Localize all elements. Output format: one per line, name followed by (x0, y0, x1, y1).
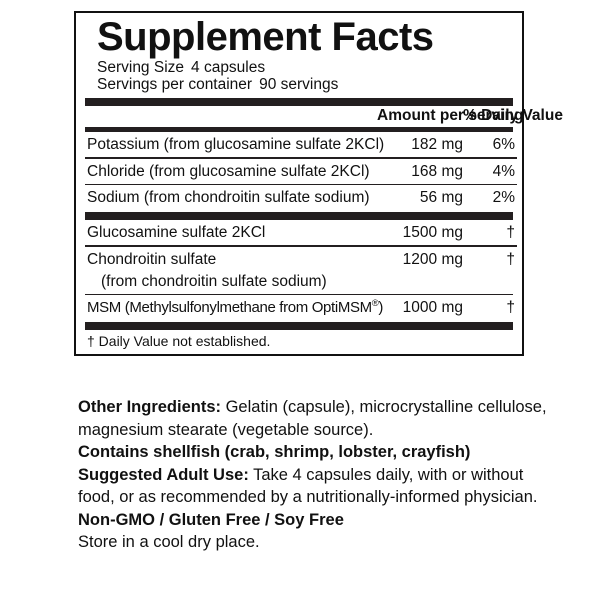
label-text-block: Other Ingredients: Gelatin (capsule), mi… (78, 396, 548, 554)
nutrient-amount: 56 mg (419, 189, 463, 206)
nutrition-table-group-2: Glucosamine sulfate 2KCl 1500 mg † Chond… (85, 220, 517, 294)
serving-size-label: Serving Size (97, 59, 185, 76)
supplement-facts-panel: Supplement Facts Serving Size 4 capsules … (74, 11, 563, 356)
divider-thin (85, 245, 517, 247)
table-row: Chloride (from glucosamine sulfate 2KCl)… (85, 159, 517, 184)
nutrient-amount: 1000 mg (402, 299, 463, 316)
nutrient-name: Chondroitin sulfate (87, 250, 217, 268)
divider-thick-bottom (85, 322, 513, 330)
divider-thick-middle (85, 212, 513, 220)
nutrient-daily-value: 2% (492, 189, 515, 206)
servings-per-container-line: Servings per container 90 servings (97, 76, 513, 93)
registered-trademark-icon: ® (371, 298, 379, 309)
claims-line: Non-GMO / Gluten Free / Soy Free (78, 509, 548, 532)
divider-medium-header (85, 127, 513, 132)
nutrition-table-group-3: MSM (Methylsulfonylmethane from OptiMSM®… (85, 295, 517, 320)
other-ingredients-paragraph: Other Ingredients: Gelatin (capsule), mi… (78, 396, 548, 441)
table-row: Sodium (from chondroitin sulfate sodium)… (85, 185, 517, 210)
suggested-use-label: Suggested Adult Use: (78, 465, 249, 484)
nutrient-name-prefix: MSM (Methylsulfonylmethane from OptiMSM (87, 299, 372, 316)
table-row: Glucosamine sulfate 2KCl 1500 mg † (85, 220, 517, 245)
other-ingredients-value: Gelatin (capsule), microcrystalline cell… (78, 398, 547, 439)
header-percent-daily-value: % Daily Value (463, 107, 563, 124)
suggested-use-paragraph: Suggested Adult Use: Take 4 capsules dai… (78, 464, 548, 509)
table-header-row: Amount per serving % Daily Value (85, 106, 563, 127)
serving-size-value: 4 capsules (191, 59, 266, 76)
nutrient-name: Sodium (from chondroitin sulfate sodium) (87, 189, 370, 206)
nutrient-daily-value: † (506, 299, 515, 316)
divider-thin (85, 157, 517, 159)
daily-value-footnote: † Daily Value not established. (87, 333, 271, 349)
nutrient-daily-value: † (506, 224, 515, 241)
nutrient-amount: 182 mg (411, 136, 463, 153)
table-row: Potassium (from glucosamine sulfate 2KCl… (85, 132, 517, 157)
divider-thin (85, 293, 513, 295)
nutrient-name: Potassium (from glucosamine sulfate 2KCl… (87, 136, 385, 153)
nutrient-daily-value: 6% (492, 136, 515, 153)
claims-text: Non-GMO / Gluten Free / Soy Free (78, 510, 344, 529)
divider-thin (85, 183, 517, 185)
nutrient-name-suffix: ) (378, 299, 384, 316)
nutrient-name: Glucosamine sulfate 2KCl (87, 224, 266, 241)
suggested-use-value: Take 4 capsules daily, with or without f… (78, 465, 538, 507)
panel-title: Supplement Facts (97, 15, 434, 59)
contains-shellfish-text: Contains shellfish (crab, shrimp, lobste… (78, 443, 471, 461)
other-ingredients-label: Other Ingredients: (78, 398, 222, 416)
divider-thick-top (85, 98, 513, 106)
nutrition-table: Amount per serving % Daily Value (85, 106, 563, 127)
storage-line: Store in a cool dry place. (78, 533, 260, 551)
nutrient-amount: 1500 mg (402, 224, 463, 241)
table-row: MSM (Methylsulfonylmethane from OptiMSM®… (85, 295, 517, 320)
nutrient-daily-value: † (506, 250, 515, 268)
table-subrow: (from chondroitin sulfate sodium) (85, 272, 517, 294)
serving-size-line: Serving Size 4 capsules (97, 59, 513, 76)
nutrient-amount: 168 mg (411, 162, 463, 180)
header-blank (85, 106, 377, 127)
nutrient-daily-value: 4% (492, 162, 515, 180)
table-row: Chondroitin sulfate 1200 mg † (85, 247, 517, 272)
nutrient-amount: 1200 mg (402, 250, 463, 268)
nutrition-table-group-1: Potassium (from glucosamine sulfate 2KCl… (85, 132, 517, 210)
servings-per-container-value: 90 servings (259, 76, 339, 93)
header-amount-per-serving: Amount per serving (377, 107, 524, 124)
nutrient-source-subline: (from chondroitin sulfate sodium) (101, 272, 327, 290)
servings-per-container-label: Servings per container (97, 76, 253, 93)
contains-shellfish-warning: Contains shellfish (crab, shrimp, lobste… (78, 441, 548, 464)
nutrient-name: Chloride (from glucosamine sulfate 2KCl) (87, 162, 370, 180)
nutrient-name: MSM (Methylsulfonylmethane from OptiMSM®… (85, 295, 383, 320)
